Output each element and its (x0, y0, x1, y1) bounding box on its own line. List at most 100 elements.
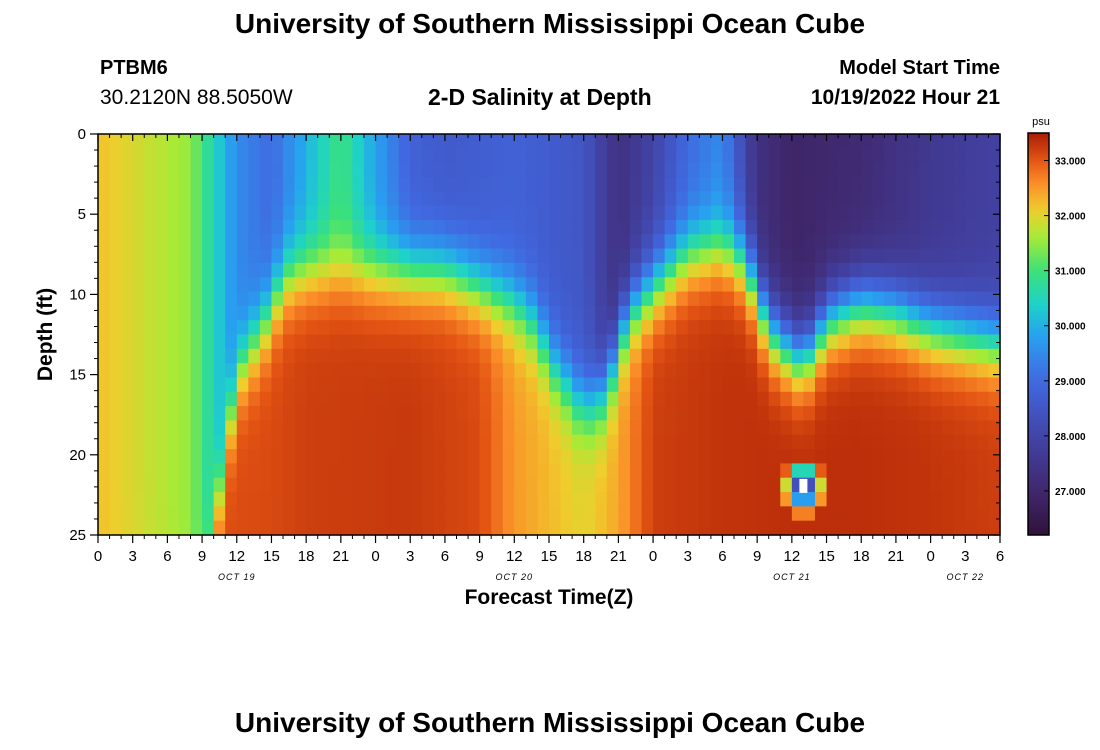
heat-cell (132, 363, 145, 379)
heat-cell (734, 148, 747, 164)
heat-cell (976, 434, 990, 450)
heat-cell (514, 176, 527, 192)
heat-cell (444, 248, 458, 264)
heat-cell (410, 248, 423, 264)
heat-cell (734, 248, 747, 264)
heat-cell (595, 463, 608, 479)
heat-cell (653, 492, 666, 507)
heat-cell (98, 205, 111, 221)
heat-cell (861, 148, 874, 164)
heat-cell (387, 420, 400, 436)
heat-cell (109, 277, 122, 293)
heat-cell (745, 291, 758, 307)
heat-cell (410, 191, 423, 207)
heat-cell (861, 277, 874, 293)
heat-cell (421, 492, 434, 507)
heat-cell (606, 363, 619, 379)
heat-cell (942, 477, 955, 493)
heat-cell (572, 363, 585, 379)
heat-cell (953, 205, 966, 221)
heat-cell (271, 506, 284, 522)
heat-cell (907, 334, 920, 350)
heat-cell (306, 176, 319, 192)
heat-cell (283, 291, 296, 307)
heat-cell (178, 348, 192, 364)
heat-cell (387, 477, 400, 493)
heat-cell (780, 248, 793, 264)
heat-cell (525, 191, 539, 207)
heat-cell (722, 406, 735, 422)
heat-cell (190, 191, 203, 207)
heat-cell (329, 248, 342, 264)
heat-cell (595, 391, 608, 407)
heat-cell (595, 134, 608, 149)
heat-cell (363, 363, 377, 379)
heat-cell (872, 262, 885, 278)
heat-cell (664, 291, 677, 307)
heat-cell (109, 320, 122, 336)
heat-cell (618, 506, 631, 522)
date-label: OCT 20 (496, 572, 534, 582)
heat-cell (398, 463, 411, 479)
heat-cell (653, 363, 666, 379)
heat-cell (780, 434, 793, 450)
heat-cell (410, 492, 423, 507)
heat-cell (271, 234, 284, 250)
heat-cell (676, 248, 689, 264)
heat-cell (768, 305, 781, 321)
heat-cell (629, 363, 643, 379)
heat-cell (861, 134, 874, 149)
heat-cell (560, 305, 573, 321)
heat-cell (363, 449, 377, 464)
heat-cell (479, 162, 492, 178)
heat-cell (132, 492, 145, 507)
heat-cell (433, 262, 446, 278)
heat-cell (768, 334, 781, 350)
heat-cell (895, 492, 909, 507)
heat-cell (479, 434, 492, 450)
heat-cell (768, 176, 781, 192)
heat-cell (814, 291, 828, 307)
heat-cell (491, 506, 504, 522)
heat-cell (699, 248, 712, 264)
heat-cell (757, 277, 770, 293)
heat-cell (456, 391, 469, 407)
heat-cell (155, 305, 168, 321)
heat-cell (421, 262, 434, 278)
heat-cell (826, 219, 839, 235)
heat-cell (514, 234, 527, 250)
heat-cell (549, 334, 562, 350)
heat-cell (676, 506, 689, 522)
heat-cell (317, 463, 330, 479)
heat-cell (433, 234, 446, 250)
heat-cell (710, 506, 724, 522)
heat-cell (676, 377, 689, 393)
heat-cell (271, 205, 284, 221)
heat-cell (375, 320, 388, 336)
heat-cell (132, 506, 145, 522)
heat-cell (699, 191, 712, 207)
heat-cell (687, 219, 700, 235)
heat-cell (826, 234, 839, 250)
heat-cell (965, 176, 978, 192)
heat-cell (468, 406, 481, 422)
heat-cell (121, 234, 134, 250)
heat-cell (606, 205, 619, 221)
heat-cell (872, 291, 885, 307)
heat-cell (549, 205, 562, 221)
heat-cell (757, 205, 770, 221)
heat-cell (884, 334, 897, 350)
heat-cell (525, 406, 539, 422)
heat-cell (178, 377, 192, 393)
y-tick-label: 5 (78, 206, 86, 223)
heat-cell (259, 277, 273, 293)
heat-cell (965, 305, 978, 321)
heat-cell (803, 492, 816, 507)
heat-cell (653, 176, 666, 192)
heat-cell (942, 305, 955, 321)
heat-cell (213, 434, 226, 450)
heat-cell (421, 434, 434, 450)
heat-cell (872, 219, 885, 235)
heat-cell (757, 148, 770, 164)
heat-cell (283, 277, 296, 293)
